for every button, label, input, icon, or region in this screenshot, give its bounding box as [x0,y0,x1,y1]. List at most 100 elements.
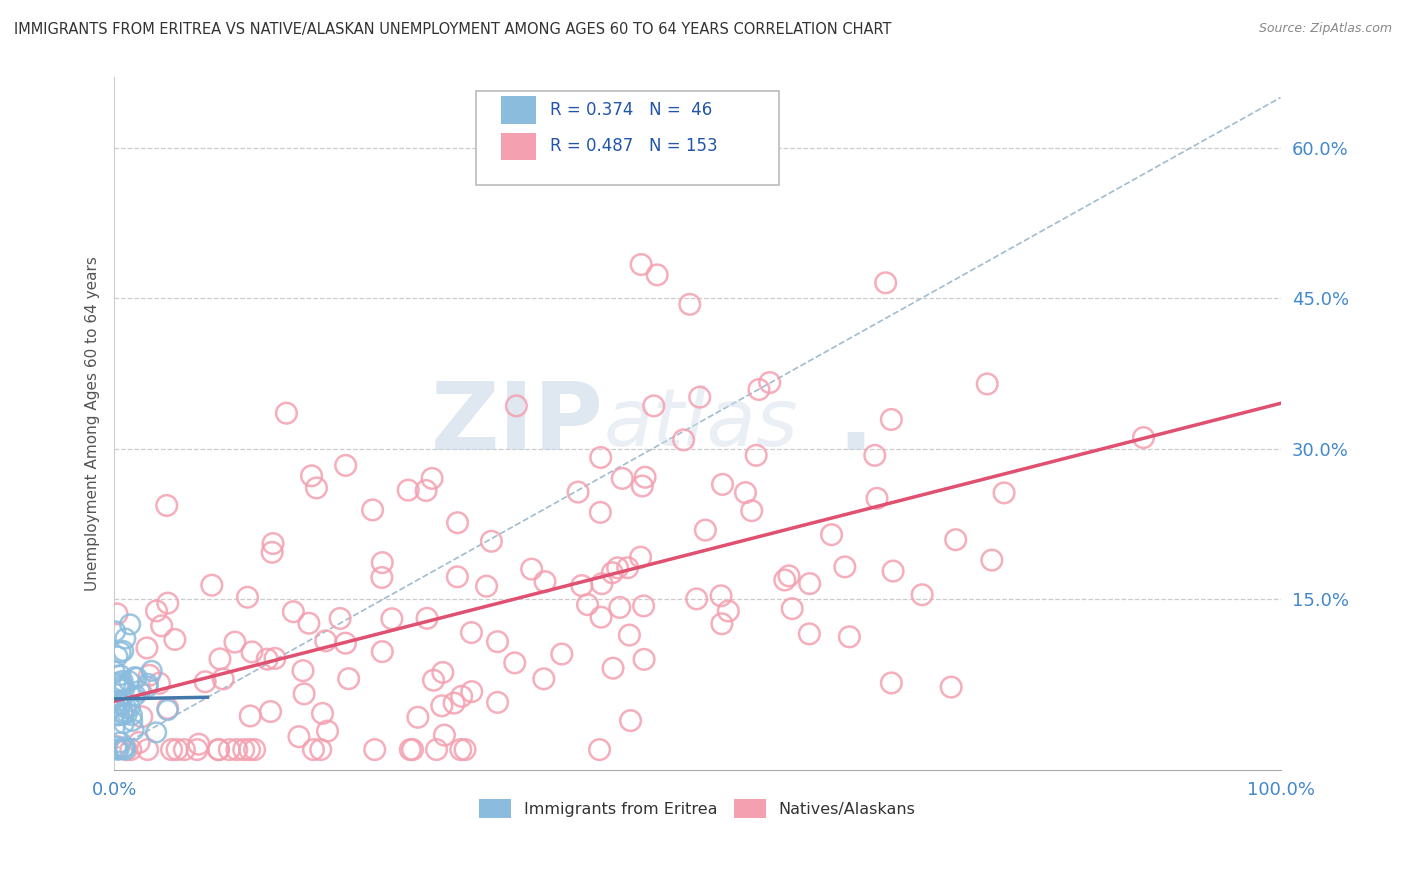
Text: atlas: atlas [605,384,799,463]
Point [239,742,262,756]
Point [108,675,131,690]
Point [107,742,129,756]
Y-axis label: Unemployment Among Ages 60 to 64 years: Unemployment Among Ages 60 to 64 years [86,256,100,591]
Point [602,566,624,580]
Point [105,739,128,754]
Point [121,714,143,728]
Point [104,676,127,690]
Point [329,611,352,625]
Point [150,619,173,633]
Point [589,610,612,624]
Point [124,689,146,703]
Point [486,695,509,709]
Point [589,505,612,519]
Point [710,616,733,631]
Point [710,589,733,603]
Point [111,706,134,720]
Point [939,680,962,694]
Point [443,696,465,710]
Point [534,574,557,589]
Point [396,483,419,497]
Point [118,700,141,714]
Point [240,645,263,659]
Point [799,576,821,591]
Point [401,742,423,756]
Point [208,652,231,666]
Text: ZIP: ZIP [432,377,605,469]
Point [689,390,711,404]
Point [160,742,183,756]
Point [371,556,394,570]
Text: R = 0.487   N = 153: R = 0.487 N = 153 [550,137,718,155]
Point [945,533,967,547]
Point [115,701,138,715]
Point [121,708,143,723]
Point [399,742,422,756]
Point [882,564,904,578]
Point [820,527,842,541]
Point [107,693,129,707]
Point [259,705,281,719]
Point [104,624,127,639]
Point [315,633,337,648]
Point [422,673,444,688]
Point [207,742,229,756]
Point [302,742,325,756]
Point [110,697,132,711]
Point [128,684,150,698]
Point [631,479,654,493]
Point [880,412,903,426]
Point [371,645,394,659]
Point [778,569,800,583]
Point [420,471,443,485]
Point [875,276,897,290]
Point [107,742,129,756]
Point [111,741,134,756]
Point [187,737,209,751]
Point [433,728,456,742]
Point [589,450,612,465]
Point [799,627,821,641]
Point [128,735,150,749]
Point [156,596,179,610]
Point [108,708,131,723]
Point [361,503,384,517]
Point [115,706,138,721]
Point [337,672,360,686]
Point [111,678,134,692]
Point [201,578,224,592]
Point [125,671,148,685]
Point [114,740,136,755]
Point [416,611,439,625]
Point [163,632,186,647]
Point [110,645,132,659]
Point [262,545,284,559]
Point [120,742,142,756]
Point [475,579,498,593]
Point [316,724,339,739]
Point [111,680,134,694]
Point [145,725,167,739]
Point [591,576,613,591]
Point [262,536,284,550]
Point [415,483,437,498]
Point [148,676,170,690]
Point [292,687,315,701]
Point [218,742,240,756]
Point [486,634,509,648]
Point [110,668,132,682]
Point [505,399,527,413]
Point [364,742,387,756]
Point [114,742,136,756]
Point [371,570,394,584]
Point [426,742,449,756]
Point [520,562,543,576]
Point [672,433,695,447]
Point [780,601,803,615]
Point [112,644,135,658]
Point [880,676,903,690]
Point [173,742,195,756]
Point [633,599,655,613]
Point [576,598,599,612]
Point [602,661,624,675]
